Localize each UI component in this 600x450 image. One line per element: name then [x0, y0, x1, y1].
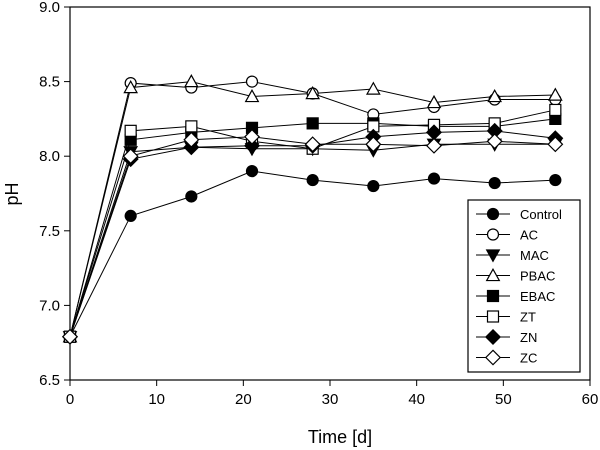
data-point-pbac — [487, 88, 503, 103]
x-tick-label: 0 — [66, 391, 74, 408]
data-point-control — [124, 209, 137, 222]
data-point-pbac — [305, 85, 321, 100]
data-point-zc — [183, 131, 200, 148]
legend-marker-zn — [485, 329, 501, 345]
x-tick-label: 10 — [148, 391, 165, 408]
data-point-zc — [122, 148, 139, 165]
legend-label-control: Control — [520, 207, 562, 222]
data-point-control — [306, 173, 319, 187]
data-point-control — [185, 190, 198, 203]
y-tick-label: 8.5 — [39, 74, 60, 91]
data-point-pbac — [123, 80, 139, 94]
data-point-ac — [245, 75, 259, 88]
data-point-pbac — [547, 87, 563, 101]
legend-marker-ac — [486, 228, 500, 241]
data-point-zc — [547, 136, 564, 153]
y-axis-title: pH — [2, 182, 22, 205]
x-tick-label: 60 — [582, 391, 599, 408]
legend-box — [467, 199, 581, 373]
data-point-pbac — [365, 81, 381, 95]
data-point-ebac — [306, 117, 319, 130]
data-point-zc — [304, 136, 321, 153]
data-point-zc — [62, 328, 78, 345]
y-tick-label: 7.5 — [39, 223, 60, 240]
data-point-zc — [486, 133, 503, 150]
data-point-control — [549, 173, 562, 187]
legend-marker-mac — [485, 249, 501, 263]
data-point-control — [488, 176, 501, 190]
legend-label-zn: ZN — [520, 330, 537, 345]
x-tick-label: 40 — [408, 391, 425, 408]
legend-label-pbac: PBAC — [520, 269, 555, 284]
legend-label-ac: AC — [520, 228, 538, 243]
data-point-control — [367, 179, 380, 193]
legend-marker-ebac — [486, 289, 500, 303]
y-tick-label: 6.5 — [39, 372, 60, 389]
data-point-zt — [185, 120, 198, 133]
data-point-zc — [244, 128, 260, 145]
y-tick-label: 8.0 — [39, 148, 60, 165]
data-point-control — [427, 172, 441, 185]
legend: Control AC MAC PBAC EBAC ZT ZN ZC — [467, 199, 581, 373]
legend-label-zc: ZC — [520, 351, 537, 366]
x-axis-ticks: 0 10 20 30 40 50 60 — [66, 380, 599, 408]
data-point-zn — [244, 137, 260, 154]
x-axis-title: Time [d] — [308, 427, 372, 447]
x-tick-label: 20 — [235, 391, 252, 408]
legend-label-ebac: EBAC — [520, 289, 555, 304]
legend-label-mac: MAC — [520, 248, 549, 263]
legend-label-zt: ZT — [520, 310, 536, 325]
y-axis-ticks: 6.5 7.0 7.5 8.0 8.5 9.0 — [39, 0, 70, 389]
y-tick-label: 7.0 — [39, 297, 60, 314]
data-point-zc — [365, 136, 382, 153]
data-point-pbac — [426, 94, 442, 109]
y-tick-label: 9.0 — [39, 0, 60, 16]
legend-marker-control — [486, 207, 500, 221]
series-markers — [62, 74, 564, 345]
x-tick-label: 30 — [322, 391, 339, 408]
legend-marker-zc — [485, 349, 501, 366]
legend-marker-zt — [486, 310, 500, 323]
data-point-control — [245, 165, 259, 178]
legend-marker-pbac — [485, 267, 501, 282]
x-tick-label: 50 — [495, 391, 512, 408]
data-point-zc — [426, 137, 442, 154]
data-point-zt — [549, 103, 562, 117]
data-point-zt — [124, 124, 137, 137]
data-point-pbac — [183, 74, 199, 88]
data-point-pbac — [244, 88, 260, 103]
